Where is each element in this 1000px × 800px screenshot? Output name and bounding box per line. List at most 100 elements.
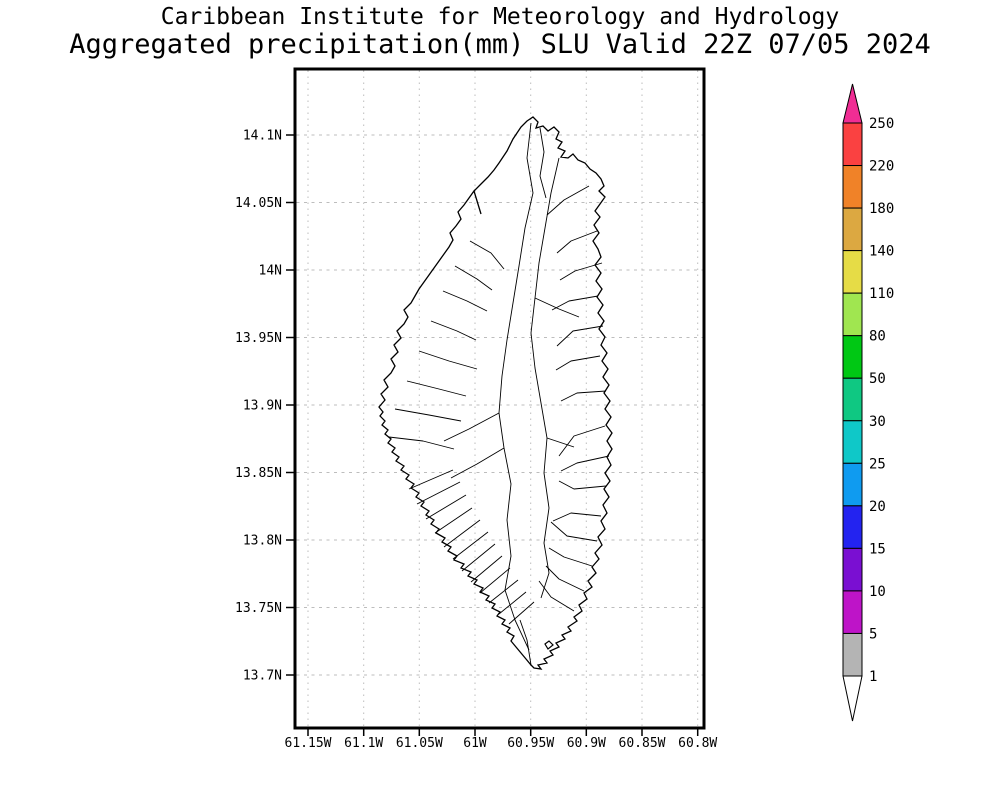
watershed-boundary xyxy=(508,601,535,625)
watershed-boundary xyxy=(539,127,547,199)
lat-label: 13.85N xyxy=(235,466,282,481)
colorbar-label: 1 xyxy=(869,669,877,685)
saint-lucia-island xyxy=(378,116,613,670)
colorbar-arrow-down xyxy=(842,675,863,722)
plot-titles: Caribbean Institute for Meteorology and … xyxy=(0,0,1000,59)
watershed-boundary xyxy=(443,412,500,442)
lon-label: 60.85W xyxy=(619,736,666,751)
watershed-boundary xyxy=(538,580,575,612)
watershed-boundary xyxy=(560,390,607,402)
watershed-boundary xyxy=(498,122,534,651)
colorbar-label: 110 xyxy=(869,286,894,302)
institution-title: Caribbean Institute for Meteorology and … xyxy=(160,4,840,30)
colorbar-segment xyxy=(842,165,863,209)
colorbar-segment xyxy=(842,207,863,252)
colorbar-segment xyxy=(842,292,863,337)
lat-label: 13.9N xyxy=(243,399,282,414)
watershed-boundary xyxy=(430,320,477,341)
colorbar-label: 10 xyxy=(869,584,886,600)
plot-title: Aggregated precipitation(mm) SLU Valid 2… xyxy=(69,29,931,60)
watershed-boundary xyxy=(488,579,519,604)
lat-label: 13.95N xyxy=(235,331,282,346)
colorbar-label: 25 xyxy=(869,456,886,472)
map-frame xyxy=(293,67,706,730)
watershed-boundary xyxy=(416,481,461,505)
watershed-boundary xyxy=(498,591,527,615)
watershed-boundary xyxy=(546,437,575,448)
axis-ticks xyxy=(286,134,699,736)
watershed-boundary xyxy=(530,157,560,599)
watershed-boundary xyxy=(470,555,503,583)
lon-label: 61W xyxy=(463,736,487,751)
lat-label: 14.1N xyxy=(243,129,282,144)
watershed-boundary xyxy=(534,297,580,318)
grid-lines xyxy=(296,70,703,727)
colorbar-label: 50 xyxy=(869,371,886,387)
lat-label: 14.05N xyxy=(235,196,282,211)
colorbar-label: 250 xyxy=(869,116,894,132)
watershed-boundary xyxy=(559,262,603,281)
colorbar-segment xyxy=(842,335,863,379)
watershed-boundary xyxy=(558,425,606,457)
watershed-boundary xyxy=(442,290,488,312)
colorbar-label: 180 xyxy=(869,201,894,217)
watershed-boundary xyxy=(556,230,598,254)
lon-label: 61.1W xyxy=(344,736,383,751)
lat-label: 13.8N xyxy=(243,534,282,549)
watershed-boundary xyxy=(461,543,496,572)
lon-label: 60.8W xyxy=(678,736,717,751)
watershed-boundary xyxy=(551,295,599,311)
colorbar-segment xyxy=(842,632,863,677)
watershed-boundary xyxy=(550,521,598,542)
colorbar-label: 220 xyxy=(869,159,894,175)
colorbar-arrow-up xyxy=(842,83,863,124)
watershed-boundary xyxy=(469,240,505,270)
watershed-boundary xyxy=(546,185,590,216)
colorbar: 250 220 180 140 110 80 50 30 25 20 15 10 5 1 xyxy=(842,83,894,722)
watershed-boundary xyxy=(560,455,610,472)
watershed-boundary xyxy=(548,547,593,567)
colorbar-segment xyxy=(842,462,863,507)
watershed-boundary xyxy=(434,507,473,534)
watershed-boundary xyxy=(425,494,467,520)
coastline xyxy=(378,116,613,670)
colorbar-segment xyxy=(842,547,863,592)
watershed-boundary xyxy=(443,519,481,548)
offshore-islet xyxy=(544,640,554,650)
watershed-boundary xyxy=(552,512,602,522)
watershed-boundary xyxy=(418,350,478,370)
watershed-boundary xyxy=(479,567,511,594)
watershed-boundary xyxy=(388,436,455,450)
colorbar-segment xyxy=(842,250,863,294)
watershed-boundary xyxy=(408,469,454,490)
watershed-boundary xyxy=(558,480,607,490)
watershed-boundary xyxy=(454,265,493,291)
watershed-boundary xyxy=(556,325,604,347)
colorbar-label: 5 xyxy=(869,626,877,642)
colorbar-label: 80 xyxy=(869,329,886,345)
colorbar-segment xyxy=(842,590,863,634)
colorbar-label: 15 xyxy=(869,541,886,557)
lat-label: 13.75N xyxy=(235,601,282,616)
lat-label: 13.7N xyxy=(243,669,282,684)
colorbar-segment xyxy=(842,420,863,464)
lon-axis-labels: 61.15W 61.1W 61.05W 61W 60.95W 60.9W 60.85W 60.… xyxy=(285,736,718,751)
colorbar-label: 20 xyxy=(869,499,886,515)
watershed-boundary xyxy=(406,380,467,397)
lon-label: 61.15W xyxy=(285,736,332,751)
colorbar-label: 140 xyxy=(869,244,894,260)
watershed-boundary xyxy=(452,531,489,560)
colorbar-segment xyxy=(842,377,863,422)
watershed-boundary xyxy=(555,355,601,371)
lon-label: 61.05W xyxy=(396,736,443,751)
colorbar-segment xyxy=(842,505,863,549)
colorbar-segment xyxy=(842,122,863,167)
colorbar-label: 30 xyxy=(869,414,886,430)
watershed-boundary xyxy=(450,447,505,479)
watershed-boundary xyxy=(545,565,585,592)
lat-axis-labels: 14.1N 14.05N 14N 13.95N 13.9N 13.85N 13.8N 13.7… xyxy=(235,129,282,684)
lat-label: 14N xyxy=(259,264,282,279)
watershed-boundary xyxy=(519,619,532,666)
